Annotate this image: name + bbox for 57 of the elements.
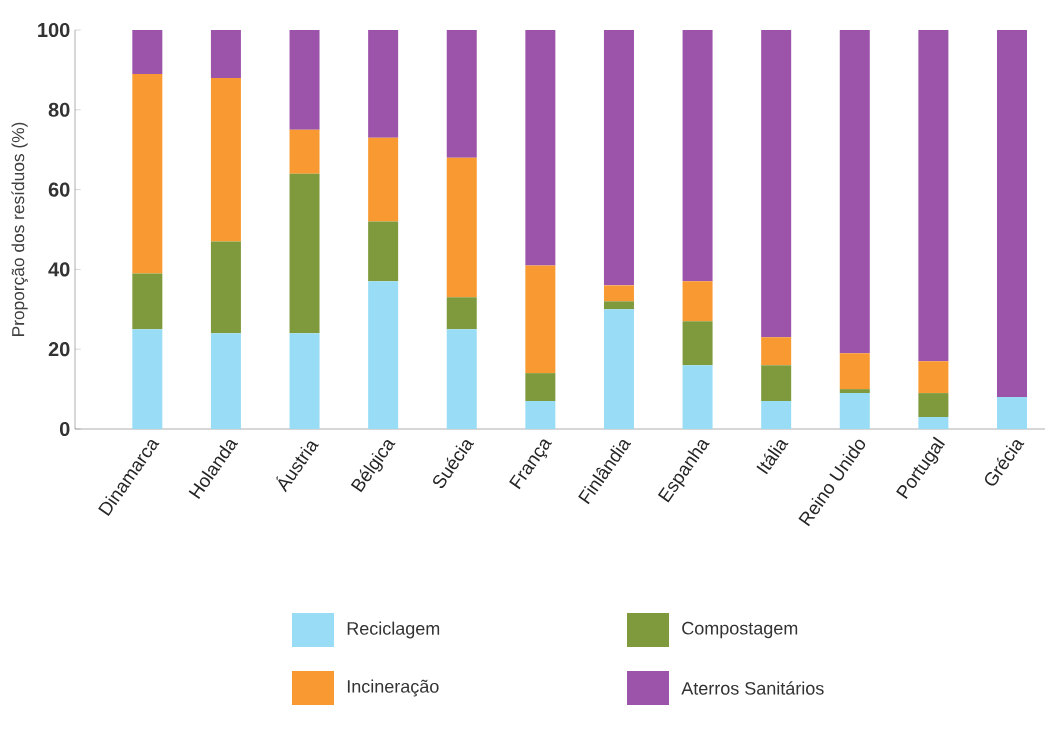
bar [289,333,320,429]
bar [761,401,792,429]
bar [525,401,556,429]
bar [603,309,634,429]
bar [132,30,163,74]
bar [682,30,713,282]
bar [132,73,163,274]
bar [210,333,241,429]
bar [525,30,556,266]
bar [682,365,713,429]
bar [525,265,556,374]
bar [446,329,477,429]
y-tick-label: 100 [38,22,70,38]
bar [446,30,477,158]
legend-label: Reciclagem [347,621,440,639]
bar [210,30,241,78]
bar [603,285,634,302]
y-tick-label: 80 [48,102,70,117]
y-tick-label: 40 [48,262,70,277]
bar [839,30,870,354]
y-tick-label: 60 [48,182,70,197]
bar [682,281,713,322]
bar [761,337,792,366]
bar [603,30,634,286]
bar [368,281,399,429]
bar [918,30,949,362]
bar [446,297,477,330]
bar [289,30,320,130]
bar [368,137,399,222]
bar [210,241,241,334]
bar [132,273,163,330]
bar [839,353,870,390]
bar [132,329,163,429]
bar [368,30,399,138]
bar [918,417,949,429]
bar [289,129,320,174]
legend-label: Compostagem [682,621,798,639]
bar [603,301,634,310]
bar [210,77,241,242]
bar [761,30,792,338]
bar [446,157,477,298]
bar [761,365,792,402]
bar [289,173,320,334]
y-axis-title: Proporção dos resíduos (%) [11,122,28,336]
bar [839,389,870,394]
bar [682,321,713,366]
bar [839,393,870,429]
legend-label: Aterros Sanitários [681,681,824,695]
bar [996,30,1027,398]
y-tick-label: 20 [48,342,70,357]
y-tick-label: 0 [59,421,70,437]
bar [525,373,556,402]
bar [918,393,949,418]
bar [918,361,949,394]
legend-label: Incineração [347,679,439,697]
bar [996,397,1027,429]
bar [368,221,399,282]
